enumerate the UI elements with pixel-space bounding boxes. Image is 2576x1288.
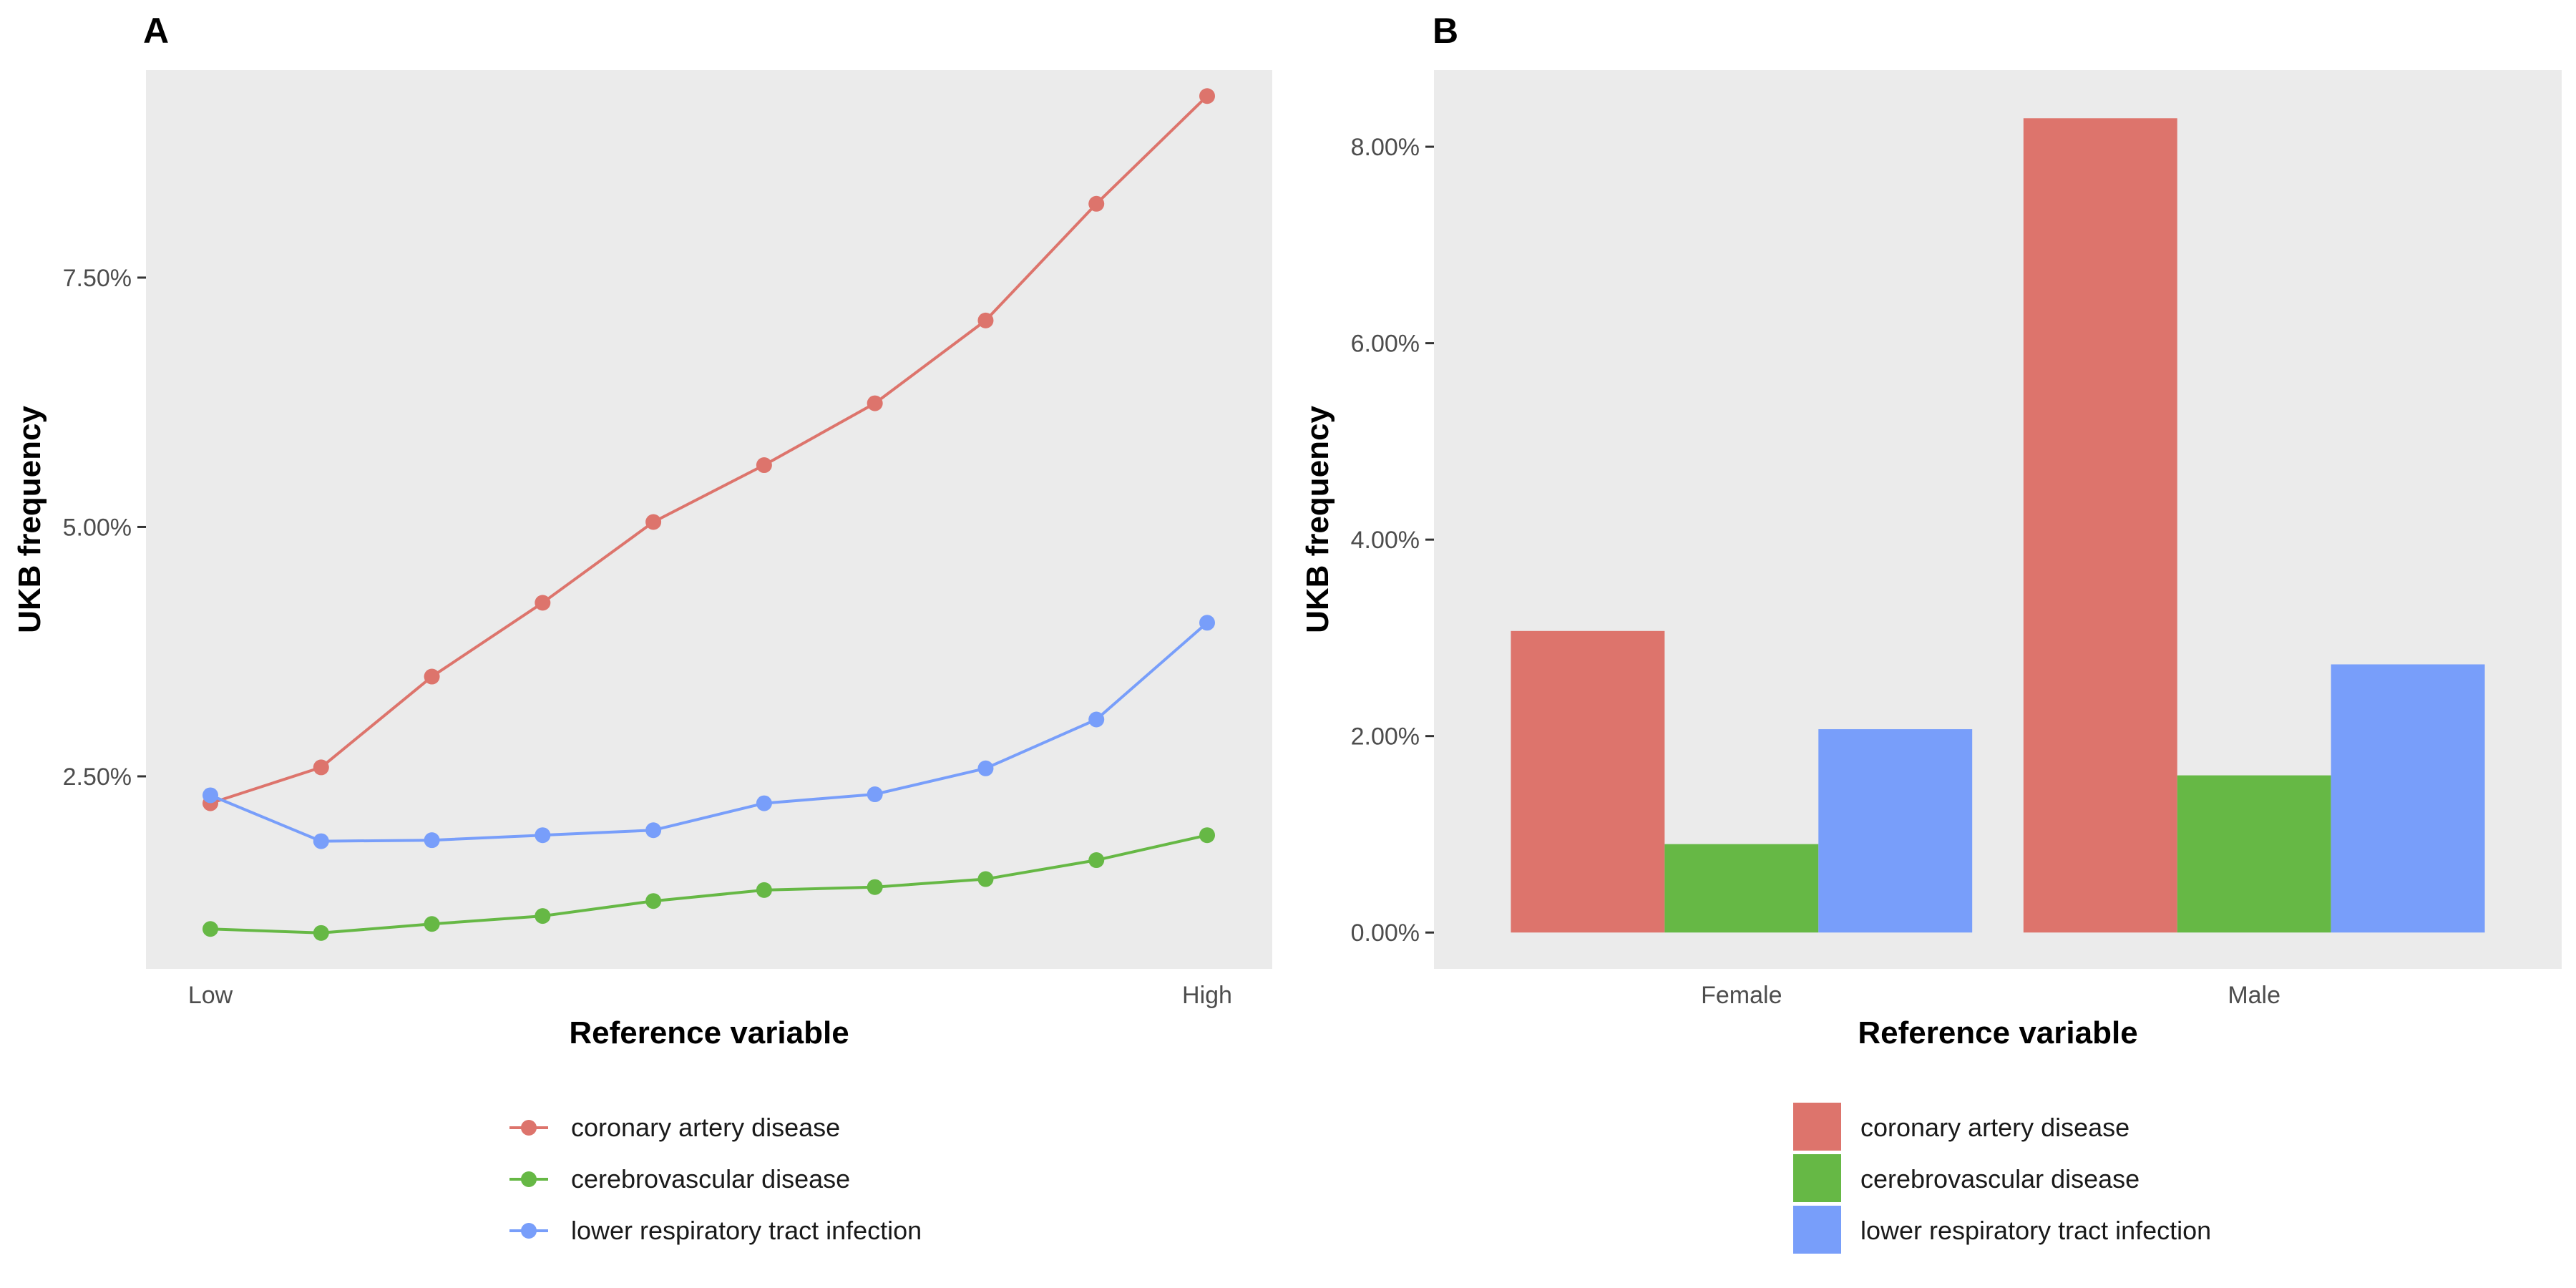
panel-b-y-axis-title: UKB frequency [1300,406,1335,633]
panel-a-x-tick-label-low: Low [188,982,233,1009]
bar-cerebrovascular-disease [1664,844,1819,933]
data-point [535,595,551,611]
legend-label-cerebro: cerebrovascular disease [571,1164,850,1194]
legend-label-lrti: lower respiratory tract infection [1860,1216,2211,1245]
bar-lower-respiratory-tract-infection [2331,664,2485,933]
panel-b-x-axis: Female Male [1701,982,2280,1009]
data-point [203,787,218,804]
legend-point-cerebro [521,1171,537,1187]
panel-b-y-tick-label: 2.00% [1351,723,1420,751]
legend-item-coronary-artery-disease: coronary artery disease [509,1113,840,1142]
series-line-cerebrovascular-disease [210,834,1208,935]
legend-label-coronary: coronary artery disease [1860,1113,2129,1142]
legend-label-cerebro: cerebrovascular disease [1860,1164,2140,1194]
legend-item-cerebrovascular-disease: cerebrovascular disease [1793,1154,2140,1202]
legend-key-coronary [1793,1103,1841,1151]
data-point [1199,88,1215,104]
panel-b-letter: B [1433,11,1458,51]
panel-a-plot-background [146,70,1272,969]
panel-a-letter: A [143,11,169,51]
data-point [424,916,440,932]
panel-a-y-tick-label: 7.50% [63,265,132,292]
legend-label-lrti: lower respiratory tract infection [571,1216,922,1245]
legend-item-cerebrovascular-disease: cerebrovascular disease [509,1164,850,1194]
data-point [977,312,994,328]
panel-a-y-tick-label: 5.00% [63,514,132,541]
panel-b-x-axis-title: Reference variable [1858,1015,2137,1050]
bar-coronary-artery-disease [2023,118,2177,933]
data-point [1088,852,1105,869]
legend-item-coronary-artery-disease: coronary artery disease [1793,1103,2129,1151]
panel-b-y-tick-label: 4.00% [1351,527,1420,554]
data-point [867,786,883,803]
panel-a-x-axis: Low High [188,982,1232,1009]
panel-b-y-tick-label: 0.00% [1351,919,1420,947]
data-point [1199,615,1215,631]
series-line-lower-respiratory-tract-infection [210,621,1209,843]
data-point [535,827,551,844]
panel-b-legend: coronary artery disease cerebrovascular … [1793,1103,2211,1254]
legend-label-coronary: coronary artery disease [571,1113,840,1142]
series-cerebrovascular-disease [203,827,1215,941]
data-point [756,882,772,898]
panel-b-x-tick-label-male: Male [2228,982,2280,1009]
legend-point-coronary [521,1120,537,1136]
panel-b-y-tick-label: 8.00% [1351,134,1420,161]
legend-item-lower-respiratory-tract-infection: lower respiratory tract infection [1793,1206,2211,1254]
bar-cerebrovascular-disease [2177,775,2331,933]
data-point [1088,195,1105,212]
data-point [1199,827,1215,844]
legend-item-lower-respiratory-tract-infection: lower respiratory tract infection [509,1216,922,1245]
data-point [645,893,662,909]
legend-point-lrti [521,1223,537,1239]
panel-a-x-axis-title: Reference variable [569,1015,849,1050]
data-point [867,879,883,895]
panel-a-y-tick-label: 2.50% [63,763,132,791]
data-point [867,395,883,411]
data-point [203,921,218,937]
data-point [313,924,329,941]
data-point [756,457,772,474]
series-lower-respiratory-tract-infection [203,615,1215,849]
data-point [313,833,329,849]
panel-a-legend: coronary artery disease cerebrovascular … [509,1113,922,1245]
panel-b-y-axis: 0.00% 2.00% 4.00% 6.00% 8.00% [1351,134,1434,947]
panel-b-x-tick-label-female: Female [1701,982,1782,1009]
panel-b-bars [1511,118,2485,933]
panel-a-y-axis: 2.50% 5.00% 7.50% [63,265,146,791]
bar-coronary-artery-disease [1511,630,1665,933]
bar-group-male [2023,118,2485,933]
data-point [313,759,329,776]
panel-a-y-axis-title: UKB frequency [12,406,47,633]
data-point [977,760,994,776]
panel-a-x-tick-label-high: High [1182,982,1232,1009]
series-line-coronary-artery-disease [210,94,1209,805]
data-point [1088,711,1105,728]
panel-a: A 2.50% 5.00% 7.50% Low High Reference var… [12,11,1272,1245]
panel-b: B 0.00%2.00%4.00%6.00%8.00% Female Male … [1300,11,2562,1254]
data-point [977,871,994,887]
bar-lower-respiratory-tract-infection [1818,729,1973,933]
panel-b-y-tick-label: 6.00% [1351,331,1420,358]
panel-a-series [203,88,1215,941]
data-point [756,795,772,811]
data-point [645,514,662,530]
series-coronary-artery-disease [203,88,1215,811]
legend-key-lrti [1793,1206,1841,1254]
legend-key-cerebro [1793,1154,1841,1202]
data-point [424,668,440,685]
bar-group-female [1511,630,1973,933]
data-point [535,908,551,924]
data-point [424,832,440,849]
data-point [645,822,662,839]
